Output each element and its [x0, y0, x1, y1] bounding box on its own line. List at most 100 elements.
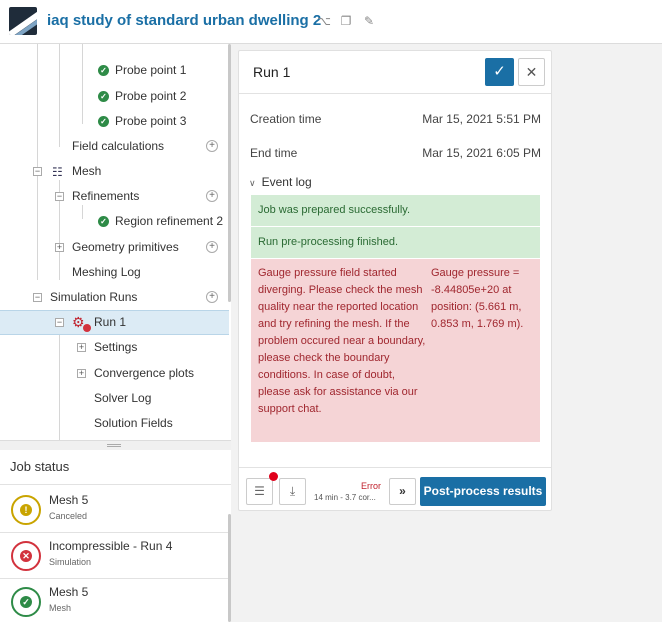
job-status-scrollbar[interactable]	[228, 514, 231, 622]
event-log-toggle[interactable]: ∨ Event log	[249, 175, 312, 189]
tree-item-mesh[interactable]: − ☷ Mesh	[0, 159, 229, 184]
tree-item-label: Solution Fields	[94, 416, 173, 430]
error-detail: Gauge pressure = -8.44805e+20 at positio…	[431, 267, 524, 330]
panel-resize-handle[interactable]	[0, 440, 231, 450]
tree-item-simulation-runs[interactable]: − Simulation Runs +	[0, 285, 229, 310]
add-icon[interactable]: +	[206, 291, 218, 303]
check-circle-icon: ✓	[98, 91, 109, 102]
event-success: Run pre-processing finished.	[251, 227, 540, 259]
collapse-icon[interactable]: −	[33, 166, 42, 176]
divider	[0, 578, 231, 579]
tree-item-region-refinement-2[interactable]: ✓ Region refinement 2	[0, 209, 229, 234]
warning-icon: !	[11, 495, 41, 525]
tree-item-probe-point-1[interactable]: ✓ Probe point 1	[0, 58, 229, 83]
error-badge-icon	[83, 324, 91, 332]
tree-item-geometry-primitives[interactable]: + Geometry primitives +	[0, 235, 229, 260]
tree-guide	[82, 44, 83, 124]
download-icon: ⤓	[289, 484, 296, 498]
tree-item-label: Refinements	[72, 189, 140, 203]
divider	[0, 532, 231, 533]
run-status: Error	[361, 481, 381, 491]
check-circle-icon: ✓	[98, 216, 109, 227]
tree-item-label: Simulation Runs	[50, 290, 138, 304]
mesh-icon: ☷	[52, 165, 63, 179]
list-button[interactable]: ☰	[246, 478, 273, 505]
tree-item-label: Mesh	[72, 164, 102, 178]
creation-time-value: Mar 15, 2021 5:51 PM	[422, 112, 541, 126]
tree-item-probe-point-2[interactable]: ✓ Probe point 2	[0, 84, 229, 109]
tree-guide	[59, 330, 60, 440]
tree-item-solution-fields[interactable]: Solution Fields	[0, 411, 229, 436]
download-button[interactable]: ⤓	[279, 478, 306, 505]
job-name: Mesh 5	[49, 493, 89, 507]
tree-item-label: Probe point 2	[115, 89, 187, 103]
job-item[interactable]: ! Mesh 5 Canceled	[0, 487, 228, 533]
project-tree: ✓ Probe point 1 ✓ Probe point 2 ✓ Probe …	[0, 44, 231, 440]
add-icon[interactable]: +	[206, 140, 218, 152]
job-name: Incompressible - Run 4	[49, 539, 173, 553]
tree-guide	[59, 180, 60, 280]
run-title: Run 1	[253, 64, 291, 80]
tree-item-label: Geometry primitives	[72, 240, 179, 254]
tree-item-settings[interactable]: + Settings	[0, 335, 229, 360]
collapse-icon[interactable]: −	[55, 317, 64, 327]
error-icon: ✕	[11, 541, 41, 571]
tree-item-convergence-plots[interactable]: + Convergence plots	[0, 361, 229, 386]
tree-item-label: Region refinement 2	[115, 214, 224, 228]
edit-icon[interactable]: ✎	[363, 14, 375, 28]
job-status-panel: Job status ! Mesh 5 Canceled ✕ Incompres…	[0, 450, 231, 622]
expand-icon[interactable]: +	[55, 242, 64, 252]
expand-icon[interactable]: +	[77, 342, 86, 352]
tree-item-solver-log[interactable]: Solver Log	[0, 386, 229, 411]
run-detail-card: Run 1 ✓ ✕ Creation time Mar 15, 2021 5:5…	[238, 50, 552, 511]
run-duration: 14 min - 3.7 cor...	[314, 493, 376, 502]
tree-guide	[82, 205, 83, 219]
tree-item-label: Run 1	[94, 315, 127, 329]
tree-item-label: Field calculations	[72, 139, 165, 153]
creation-time-label: Creation time	[250, 112, 322, 126]
expand-icon[interactable]: +	[77, 368, 86, 378]
tree-guide	[59, 44, 60, 147]
tree-item-refinements[interactable]: − Refinements +	[0, 184, 229, 209]
collapse-icon[interactable]: −	[33, 292, 42, 302]
event-error: Gauge pressure field started diverging. …	[251, 259, 540, 442]
tree-item-probe-point-3[interactable]: ✓ Probe point 3	[0, 109, 229, 134]
collapse-icon[interactable]: −	[55, 191, 64, 201]
job-type: Simulation	[49, 557, 92, 567]
next-button[interactable]: »	[389, 478, 416, 505]
tree-guide	[37, 44, 38, 280]
add-icon[interactable]: +	[206, 241, 218, 253]
app-header: iaq study of standard urban dwelling 2 ⌥…	[0, 0, 662, 44]
job-name: Mesh 5	[49, 585, 89, 599]
double-chevron-right-icon: »	[399, 484, 406, 498]
job-item[interactable]: ✓ Mesh 5 Mesh	[0, 579, 228, 622]
job-type: Mesh	[49, 603, 72, 613]
check-icon: ✓	[493, 63, 506, 80]
job-status-title: Job status	[10, 459, 70, 474]
tree-item-label: Settings	[94, 340, 138, 354]
share-icon[interactable]: ⌥	[317, 14, 331, 28]
confirm-button[interactable]: ✓	[485, 58, 514, 86]
job-item[interactable]: ✕ Incompressible - Run 4 Simulation	[0, 533, 228, 579]
list-icon: ☰	[254, 484, 265, 498]
tree-scrollbar[interactable]	[228, 44, 231, 302]
tree-item-label: Probe point 3	[115, 114, 187, 128]
event-text: Job was prepared successfully.	[258, 204, 411, 216]
tree-item-run-1[interactable]: − ⚙ Run 1	[0, 310, 229, 335]
copy-icon[interactable]: ❐	[340, 14, 352, 28]
app-logo-icon[interactable]	[9, 7, 37, 35]
error-message: Gauge pressure field started diverging. …	[258, 267, 426, 415]
check-circle-icon: ✓	[98, 116, 109, 127]
tree-item-meshing-log[interactable]: Meshing Log	[0, 260, 229, 285]
project-title[interactable]: iaq study of standard urban dwelling 2	[47, 12, 322, 29]
tree-item-field-calculations[interactable]: Field calculations +	[0, 134, 229, 159]
post-process-results-button[interactable]: Post-process results	[420, 477, 546, 506]
event-text: Run pre-processing finished.	[258, 236, 399, 248]
grip-icon	[107, 444, 121, 447]
close-button[interactable]: ✕	[518, 58, 545, 86]
divider	[0, 484, 231, 485]
chevron-down-icon: ∨	[249, 178, 256, 188]
divider	[239, 93, 551, 94]
add-icon[interactable]: +	[206, 190, 218, 202]
event-success: Job was prepared successfully.	[251, 195, 540, 227]
